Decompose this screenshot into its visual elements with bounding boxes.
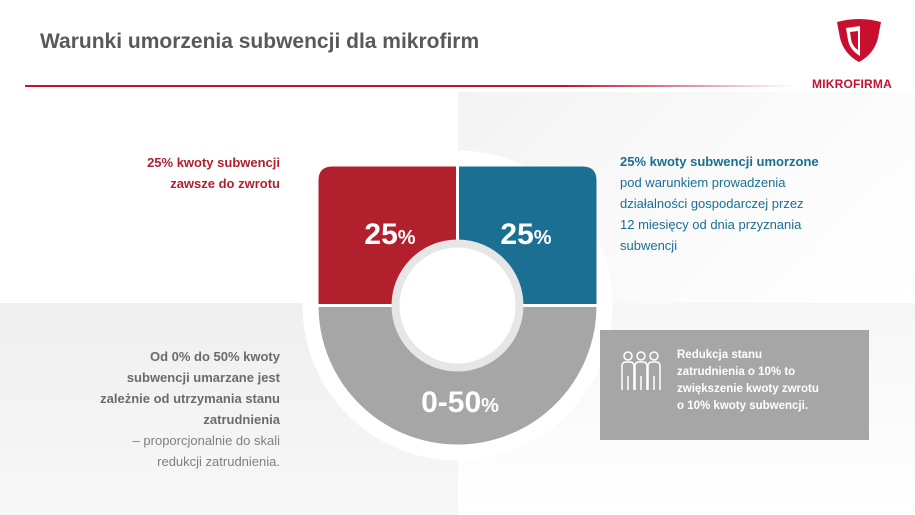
- bottom-left-bold-line: Od 0% do 50% kwoty: [149, 349, 280, 364]
- top-right-line: subwencji: [620, 238, 678, 253]
- info-box: [600, 330, 869, 440]
- top-right-heading: 25% kwoty subwencji umorzone: [620, 154, 819, 169]
- info-box-text: Redukcja stanu zatrudnienia o 10% to zwi…: [677, 347, 857, 415]
- bottom-left-bold-line: subwencji umarzane jest: [126, 370, 280, 385]
- donut-segment-red: [318, 166, 458, 306]
- bottom-left-bold-line: zatrudnienia: [203, 412, 280, 427]
- bottom-left-line: – proporcjonalnie do skali: [132, 433, 280, 448]
- donut-hole: [399, 247, 516, 364]
- label-blue: 25%: [500, 218, 551, 251]
- title-underline: [25, 85, 795, 87]
- page-title: Warunki umorzenia subwencji dla mikrofir…: [40, 30, 480, 53]
- label-grey: 0-50%: [421, 386, 499, 419]
- top-left-line-2: zawsze do zwrotu: [170, 176, 280, 191]
- top-right-text: 25% kwoty subwencji umorzone pod warunki…: [620, 151, 860, 256]
- donut-chart: 25% 25% 0-50%: [302, 150, 613, 461]
- top-right-line: pod warunkiem prowadzenia: [620, 175, 786, 190]
- info-box-line: Redukcja stanu: [677, 349, 762, 361]
- shield-logo-icon: [837, 19, 881, 62]
- bottom-left-text: Od 0% do 50% kwoty subwencji umarzane je…: [60, 346, 280, 472]
- donut-segment-blue: [457, 166, 597, 306]
- top-left-line-1: 25% kwoty subwencji: [147, 155, 280, 170]
- bottom-left-line: redukcji zatrudnienia.: [157, 454, 280, 469]
- info-box-line: zwiększenie kwoty zwrotu: [677, 383, 819, 395]
- top-left-text: 25% kwoty subwencji zawsze do zwrotu: [90, 152, 280, 194]
- bottom-left-bold-line: zależnie od utrzymania stanu: [100, 391, 280, 406]
- label-red: 25%: [364, 218, 415, 251]
- top-right-line: działalności gospodarczej przez: [620, 196, 804, 211]
- people-icon: [621, 351, 661, 390]
- logo-text: MIKROFIRMA: [812, 77, 892, 91]
- top-right-line: 12 miesięcy od dnia przyznania: [620, 217, 802, 232]
- donut-segment-grey: [318, 305, 597, 445]
- info-box-line: o 10% kwoty subwencji.: [677, 400, 809, 412]
- info-box-line: zatrudnienia o 10% to: [677, 366, 796, 378]
